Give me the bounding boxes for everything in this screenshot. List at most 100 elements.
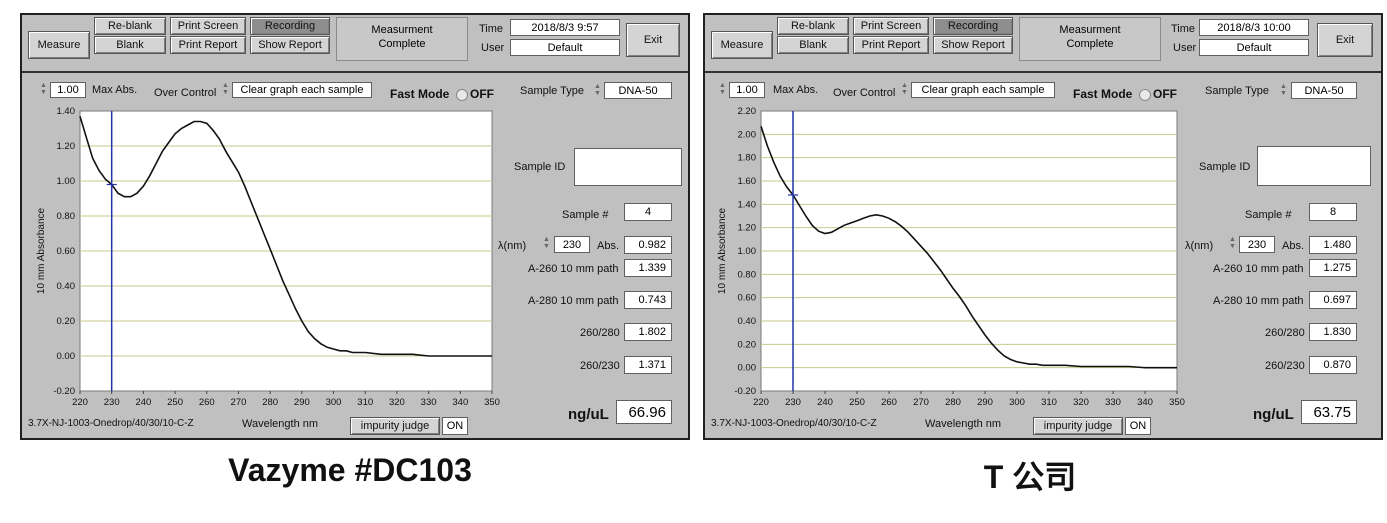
a280-value: 0.743 (624, 291, 672, 309)
max-abs-spinner-icon[interactable]: ▲ ▼ (719, 82, 726, 96)
a280-label: A-280 10 mm path (528, 295, 619, 307)
y-tick-label: 2.20 (738, 106, 757, 117)
sample-type-field[interactable]: DNA-50 (604, 82, 672, 99)
measure-button[interactable]: Measure (28, 31, 90, 59)
x-tick-label: 240 (135, 397, 151, 408)
x-tick-label: 320 (1073, 397, 1089, 408)
lambda-field[interactable]: 230 (554, 236, 590, 253)
x-tick-label: 260 (881, 397, 897, 408)
print-screen-button[interactable]: Print Screen (170, 17, 246, 35)
over-control-label: Over Control (154, 87, 217, 99)
exit-button[interactable]: Exit (1317, 23, 1373, 57)
status-line-1: Measurment (371, 24, 433, 36)
lambda-spinner-icon[interactable]: ▲ ▼ (1229, 236, 1236, 250)
sample-id-field[interactable] (574, 148, 682, 186)
ratio-260-280-label: 260/280 (580, 327, 620, 339)
sample-num-label: Sample # (1245, 209, 1292, 221)
y-tick-label: 0.80 (738, 269, 757, 280)
sample-type-field[interactable]: DNA-50 (1291, 82, 1357, 99)
user-field[interactable]: Default (510, 39, 620, 56)
x-tick-label: 290 (977, 397, 993, 408)
print-screen-button[interactable]: Print Screen (853, 17, 929, 35)
show-report-button[interactable]: Show Report (933, 36, 1013, 54)
max-abs-label: Max Abs. (92, 84, 138, 96)
a260-value: 1.339 (624, 259, 672, 277)
status-message: Measurment Complete (336, 17, 468, 61)
reblank-button[interactable]: Re-blank (94, 17, 166, 35)
recording-button[interactable]: Recording (933, 17, 1013, 35)
spectrum-line (79, 116, 492, 357)
max-abs-label: Max Abs. (773, 84, 819, 96)
x-tick-label: 280 (262, 397, 278, 408)
max-abs-field[interactable]: 1.00 (729, 82, 765, 98)
toolbar: Measure Re-blank Blank Print Screen Prin… (22, 15, 688, 73)
user-label: User (481, 42, 505, 54)
reblank-button[interactable]: Re-blank (777, 17, 849, 35)
abs-value: 1.480 (1309, 236, 1357, 254)
a260-label: A-260 10 mm path (528, 263, 619, 275)
y-tick-label: 1.80 (738, 153, 757, 164)
x-tick-label: 250 (849, 397, 865, 408)
sample-type-label: Sample Type (520, 85, 585, 97)
concentration-label: ng/uL (1253, 406, 1294, 423)
time-label: Time (1171, 23, 1196, 35)
x-tick-label: 220 (72, 397, 88, 408)
max-abs-spinner-icon[interactable]: ▲ ▼ (40, 82, 47, 96)
caption-vazyme: Vazyme #DC103 (228, 452, 472, 488)
ratio-260-230-label: 260/230 (1265, 360, 1305, 372)
over-control-spinner-icon[interactable]: ▲ ▼ (222, 82, 229, 96)
blank-button[interactable]: Blank (777, 36, 849, 54)
impurity-judge-button[interactable]: impurity judge (1033, 417, 1123, 435)
lambda-field[interactable]: 230 (1239, 236, 1275, 253)
x-tick-label: 340 (1137, 397, 1153, 408)
clear-graph-select[interactable]: Clear graph each sample (232, 82, 372, 98)
fast-mode-toggle[interactable] (456, 89, 468, 101)
lambda-label: λ(nm) (498, 240, 527, 252)
clear-graph-select[interactable]: Clear graph each sample (911, 82, 1055, 98)
y-tick-label: 0.20 (738, 339, 757, 350)
over-control-spinner-icon[interactable]: ▲ ▼ (901, 82, 908, 96)
abs-label: Abs. (597, 240, 620, 252)
x-tick-label: 350 (484, 397, 500, 408)
y-tick-label: 1.60 (738, 176, 757, 187)
time-field: 2018/8/3 9:57 (510, 19, 620, 36)
ratio-260-230-label: 260/230 (580, 360, 620, 372)
sample-id-label: Sample ID (514, 161, 566, 173)
toolbar: Measure Re-blank Blank Print Screen Prin… (705, 15, 1381, 73)
fast-mode-state: OFF (470, 87, 494, 101)
sample-type-spinner-icon[interactable]: ▲ ▼ (1280, 83, 1287, 97)
method-id: 3.7X-NJ-1003-Onedrop/40/30/10-C-Z (711, 418, 877, 429)
max-abs-field[interactable]: 1.00 (50, 82, 86, 98)
y-tick-label: 0.00 (57, 351, 76, 362)
status-line-2: Complete (1066, 38, 1114, 50)
sample-type-spinner-icon[interactable]: ▲ ▼ (594, 83, 601, 97)
impurity-judge-button[interactable]: impurity judge (350, 417, 440, 435)
blank-button[interactable]: Blank (94, 36, 166, 54)
a280-label: A-280 10 mm path (1213, 295, 1304, 307)
user-field[interactable]: Default (1199, 39, 1309, 56)
y-tick-label: 1.40 (738, 199, 757, 210)
time-label: Time (479, 23, 504, 35)
status-message: Measurment Complete (1019, 17, 1161, 61)
over-control-label: Over Control (833, 87, 896, 99)
x-tick-label: 290 (294, 397, 310, 408)
print-report-button[interactable]: Print Report (853, 36, 929, 54)
a260-value: 1.275 (1309, 259, 1357, 277)
y-tick-label: 1.20 (57, 141, 76, 152)
exit-button[interactable]: Exit (626, 23, 680, 57)
ratio-260-230-value: 0.870 (1309, 356, 1357, 374)
measure-button[interactable]: Measure (711, 31, 773, 59)
sample-num-field: 4 (624, 203, 672, 221)
recording-button[interactable]: Recording (250, 17, 330, 35)
y-axis-title: 10 mm Absorbance (717, 207, 728, 294)
x-tick-label: 330 (1105, 397, 1121, 408)
print-report-button[interactable]: Print Report (170, 36, 246, 54)
a260-label: A-260 10 mm path (1213, 263, 1304, 275)
x-tick-label: 300 (326, 397, 342, 408)
instrument-window-t-company: Measure Re-blank Blank Print Screen Prin… (703, 13, 1383, 440)
concentration-value: 63.75 (1301, 400, 1357, 424)
lambda-spinner-icon[interactable]: ▲ ▼ (543, 236, 550, 250)
fast-mode-toggle[interactable] (1139, 89, 1151, 101)
show-report-button[interactable]: Show Report (250, 36, 330, 54)
sample-id-field[interactable] (1257, 146, 1371, 186)
